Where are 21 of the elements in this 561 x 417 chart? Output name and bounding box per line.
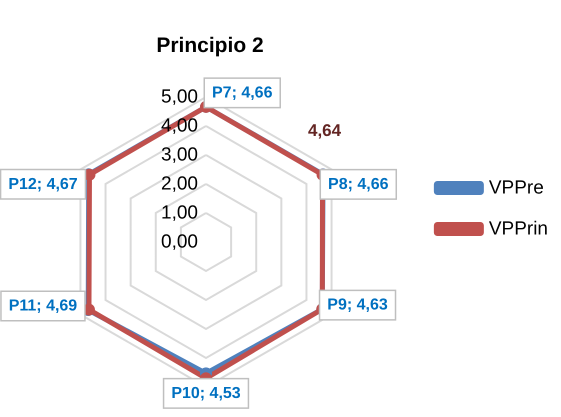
data-label: ; 4,66 [348,176,389,193]
spoke-label: P7 [212,84,232,102]
data-label: 4,64 [308,121,342,140]
y-tick-label: 5,00 [161,86,198,108]
spoke-label: P9 [327,296,347,314]
spoke-label: P10 [171,384,200,402]
legend-label: VPPrin [488,218,548,240]
y-tick-label: 2,00 [161,174,198,194]
data-label: ; 4,63 [346,296,388,314]
data-label: ; 4,66 [232,84,273,102]
data-label: ; 4,53 [200,384,241,402]
data-label: ; 4,67 [36,176,78,193]
spoke-label: P12 [8,176,37,193]
y-tick-label: 0,00 [161,232,198,252]
legend-label: VPPre [488,178,544,198]
spoke-label: P8 [328,176,348,193]
y-tick-label: 1,00 [161,202,198,224]
y-tick-label: 3,00 [161,144,198,166]
chart-title: Principio 2 [156,34,264,57]
spoke-label: P11 [8,298,36,315]
data-label: ; 4,69 [36,298,78,315]
